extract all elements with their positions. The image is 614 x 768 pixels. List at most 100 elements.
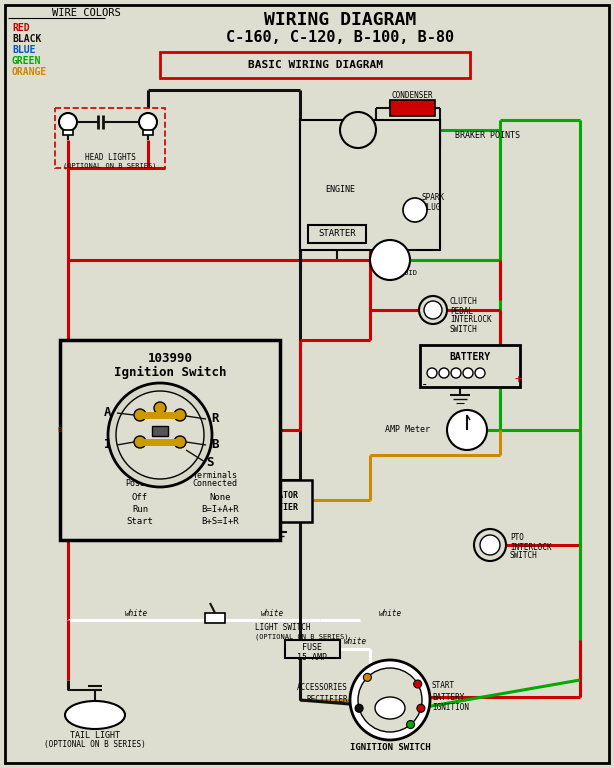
Bar: [143, 130, 153, 135]
Text: Connected: Connected: [193, 478, 238, 488]
Text: Off: Off: [132, 492, 148, 502]
Circle shape: [417, 704, 425, 712]
Circle shape: [451, 368, 461, 378]
Circle shape: [350, 660, 430, 740]
Text: None: None: [209, 492, 231, 502]
Text: NO: NO: [429, 306, 438, 315]
Circle shape: [406, 720, 414, 729]
Text: SPARK: SPARK: [422, 194, 445, 203]
Circle shape: [439, 368, 449, 378]
Text: (OPTIONAL ON B SERIES): (OPTIONAL ON B SERIES): [255, 634, 349, 641]
Text: IGNITION: IGNITION: [432, 703, 469, 713]
Text: white: white: [378, 610, 402, 618]
Ellipse shape: [375, 697, 405, 719]
Bar: [60, 340, 280, 540]
Circle shape: [358, 668, 422, 732]
Bar: [240, 480, 312, 522]
Text: ACCESSORIES: ACCESSORIES: [297, 684, 348, 693]
Circle shape: [154, 402, 166, 414]
Text: R: R: [211, 412, 219, 425]
Text: C-160, C-120, B-100, B-80: C-160, C-120, B-100, B-80: [226, 31, 454, 45]
Circle shape: [363, 674, 371, 681]
Text: Ignition Switch: Ignition Switch: [114, 366, 226, 379]
Bar: [152, 426, 168, 436]
Circle shape: [463, 368, 473, 378]
Text: INTERLOCK: INTERLOCK: [510, 542, 551, 551]
Bar: [160, 52, 470, 78]
Text: RECTIFIER: RECTIFIER: [254, 502, 298, 511]
Circle shape: [403, 198, 427, 222]
Bar: [308, 225, 366, 243]
Text: PTO: PTO: [510, 534, 524, 542]
Circle shape: [414, 680, 422, 688]
Text: NO: NO: [486, 542, 494, 548]
Text: RED: RED: [12, 23, 29, 33]
Text: TAIL LIGHT: TAIL LIGHT: [70, 730, 120, 740]
Ellipse shape: [65, 701, 125, 729]
Circle shape: [475, 368, 485, 378]
Bar: [390, 100, 435, 116]
Text: COIL: COIL: [348, 125, 368, 134]
Text: LIGHT SWITCH: LIGHT SWITCH: [255, 624, 311, 633]
Text: AMP Meter: AMP Meter: [385, 425, 430, 435]
Text: 103990: 103990: [147, 352, 193, 365]
Text: B: B: [58, 427, 62, 433]
Circle shape: [474, 529, 506, 561]
Text: STARTER: STARTER: [318, 230, 356, 239]
Text: WIRE COLORS: WIRE COLORS: [52, 8, 121, 18]
Circle shape: [427, 368, 437, 378]
Circle shape: [134, 436, 146, 448]
Bar: [55, 108, 165, 168]
Text: 15 AMP: 15 AMP: [297, 654, 327, 663]
Circle shape: [355, 704, 363, 712]
Text: CLUTCH: CLUTCH: [450, 297, 478, 306]
Bar: [205, 613, 225, 623]
Text: SOLENOID: SOLENOID: [383, 270, 417, 276]
Text: B=I+A+R: B=I+A+R: [201, 505, 239, 514]
Text: S: S: [206, 456, 214, 469]
Circle shape: [340, 112, 376, 148]
Text: START: START: [432, 681, 455, 690]
Text: CONDENSER: CONDENSER: [391, 91, 433, 101]
Circle shape: [116, 391, 204, 479]
Circle shape: [480, 535, 500, 555]
Circle shape: [59, 113, 77, 131]
Circle shape: [139, 113, 157, 131]
Text: SWITCH: SWITCH: [510, 551, 538, 561]
Text: FUSE: FUSE: [302, 644, 322, 653]
Text: BLACK: BLACK: [12, 34, 41, 44]
Text: RECTIFIER: RECTIFIER: [306, 696, 348, 704]
Text: ENGINE: ENGINE: [325, 186, 355, 194]
Text: PLUG: PLUG: [422, 204, 440, 213]
Text: I: I: [104, 439, 112, 452]
Text: A: A: [104, 406, 112, 419]
Bar: [285, 640, 340, 658]
Bar: [63, 130, 73, 135]
Text: B+S=I+R: B+S=I+R: [201, 517, 239, 525]
Text: BATTERY: BATTERY: [449, 352, 491, 362]
Circle shape: [419, 296, 447, 324]
Text: white: white: [260, 610, 284, 618]
Circle shape: [134, 409, 146, 421]
Text: B: B: [211, 439, 219, 452]
Bar: [420, 345, 520, 387]
Text: white: white: [343, 637, 367, 647]
Text: (OPTIONAL ON B SERIES): (OPTIONAL ON B SERIES): [44, 740, 146, 750]
Text: INTERLOCK: INTERLOCK: [450, 316, 492, 325]
Text: +: +: [515, 373, 522, 386]
Text: Start: Start: [126, 517, 154, 525]
Text: IGNITION SWITCH: IGNITION SWITCH: [350, 743, 430, 753]
Circle shape: [174, 436, 186, 448]
Text: GREEN: GREEN: [12, 56, 41, 66]
Text: BATTERY: BATTERY: [432, 693, 464, 701]
Circle shape: [108, 383, 212, 487]
Text: -: -: [421, 379, 429, 392]
Circle shape: [370, 240, 410, 280]
Circle shape: [447, 410, 487, 450]
Text: Run: Run: [132, 505, 148, 514]
Text: ORANGE: ORANGE: [12, 67, 47, 77]
Text: BRAKER POINTS: BRAKER POINTS: [455, 131, 520, 140]
Text: HEAD LIGHTS: HEAD LIGHTS: [85, 154, 136, 163]
Text: (OPTIONAL ON B SERIES): (OPTIONAL ON B SERIES): [63, 163, 157, 169]
Text: Terminals: Terminals: [193, 471, 238, 479]
